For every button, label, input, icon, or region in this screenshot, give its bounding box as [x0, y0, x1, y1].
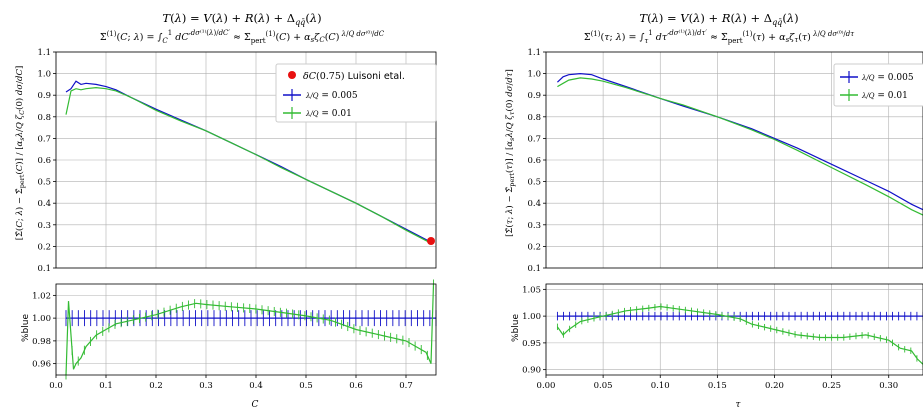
y-tick-label: 1.00 [522, 312, 541, 322]
y-tick-label: 1.0 [527, 70, 541, 80]
legend-label-luisoni: δC(0.75) Luisoni etal. [303, 71, 405, 82]
x-tick-label: 0.25 [822, 381, 841, 391]
right-top-plot-area: 0.1 0.2 0.3 0.4 0.5 0.6 0.7 0.8 0.9 1.0 1.1 [527, 48, 923, 274]
series-line-green [65, 86, 432, 244]
y-tick-label: 0.90 [522, 366, 541, 376]
y-tick-label: 0.95 [522, 339, 541, 349]
y-tick-label: 0.2 [37, 242, 51, 252]
right-legend: λ/Q = 0.005 λ/Q = 0.01 [833, 63, 923, 107]
x-tick-label: 0.1 [99, 381, 113, 391]
y-tick-label: 0.6 [527, 156, 541, 166]
right-title-line2: Σ̄(1)(τ; λ) = ∫τ1 dτ′dσ⁽¹⁾(λ)/dτ′ ≈ Σ̄pe… [584, 28, 854, 45]
y-tick-label: 1.05 [522, 285, 541, 295]
x-tick-label: 0.2 [149, 381, 163, 391]
right-top-ylabel: [Σ̄(τ; λ) − Σ̄pert(τ)] / [αsλ/Q ζτ(0) dσ… [504, 69, 516, 237]
x-tick-label: 0.4 [249, 381, 263, 391]
y-tick-label: 0.4 [37, 199, 51, 209]
right-bottom-xlabel: τ [736, 400, 742, 408]
y-tick-label: 0.3 [527, 221, 541, 231]
y-tick-label: 0.8 [37, 113, 51, 123]
x-tick-label: 0.3 [199, 381, 213, 391]
left-top-ylabel: [Σ̄(C; λ) − Σ̄pert(C)] / [αsλ/Q ζC(0) dσ… [14, 66, 26, 241]
y-tick-label: 1.02 [32, 291, 51, 301]
y-tick-label: 0.9 [37, 91, 51, 101]
y-tick-label: 1.00 [32, 314, 51, 324]
left-legend: δC(0.75) Luisoni etal. λ/Q = 0.005 λ/Q =… [275, 63, 437, 123]
y-tick-label: 0.3 [37, 221, 51, 231]
y-tick-label: 0.1 [527, 264, 541, 274]
left-bottom-ylabel: %blue [21, 314, 31, 342]
left-top-panel: T(λ) = V(λ) + R(λ) + Δqq̄(λ) Σ̄(1)(C; λ)… [14, 11, 437, 274]
y-tick-label: 0.98 [32, 337, 51, 347]
right-bottom-panel: 0.00 0.05 0.10 0.15 0.20 0.25 0.30 0.90 0.95 1.00… [511, 283, 923, 408]
series-line-green [557, 77, 923, 216]
y-tick-label: 0.6 [37, 156, 51, 166]
y-tick-label: 0.4 [527, 199, 541, 209]
x-tick-label: 0.5 [299, 381, 313, 391]
y-tick-label: 1.1 [527, 48, 541, 58]
x-tick-label: 0.15 [708, 381, 727, 391]
legend-label-blue-right: λ/Q = 0.005 [861, 73, 914, 83]
left-bottom-xlabel: C [252, 400, 259, 408]
x-tick-label: 0.05 [594, 381, 613, 391]
x-tick-label: 0.7 [399, 381, 413, 391]
series-line-green [65, 283, 435, 376]
data-point-luisoni [427, 237, 435, 245]
left-title-line1: T(λ) = V(λ) + R(λ) + Δqq̄(λ) [162, 11, 321, 27]
left-title-line2: Σ̄(1)(C; λ) = ∫C1 dC′dσ⁽¹⁾(λ)/dC′ ≈ Σ̄pe… [100, 28, 385, 45]
x-tick-label: 0.6 [349, 381, 363, 391]
legend-label-green-right: λ/Q = 0.01 [861, 91, 908, 101]
x-tick-label: 0.20 [765, 381, 784, 391]
x-tick-label: 0.0 [49, 381, 63, 391]
axes-frame [545, 283, 923, 376]
left-bottom-panel: 0.0 0.1 0.2 0.3 0.4 0.5 0.6 0.7 0.96 0.98 1.00 1.02… [21, 279, 437, 408]
right-bottom-plot-area: 0.00 0.05 0.10 0.15 0.20 0.25 0.30 0.90 0.95 1.00… [522, 283, 923, 391]
legend-label-green: λ/Q = 0.01 [305, 109, 352, 119]
x-tick-label: 0.10 [651, 381, 670, 391]
y-tick-label: 0.96 [32, 360, 51, 370]
right-title-line1: T(λ) = V(λ) + R(λ) + Δqq̄(λ) [639, 11, 798, 27]
right-top-panel: T(λ) = V(λ) + R(λ) + Δqq̄(λ) Σ̄(1)(τ; λ)… [504, 11, 923, 274]
y-tick-label: 0.1 [37, 264, 51, 274]
right-bottom-ylabel: %blue [511, 314, 521, 342]
y-tick-label: 1.1 [37, 48, 51, 58]
x-tick-label: 0.30 [879, 381, 898, 391]
y-tick-label: 0.5 [527, 178, 541, 188]
y-tick-label: 0.7 [527, 134, 541, 144]
y-tick-label: 0.5 [37, 178, 51, 188]
y-tick-label: 0.9 [527, 91, 541, 101]
y-tick-label: 0.7 [37, 134, 51, 144]
left-legend-box [275, 63, 437, 123]
left-bottom-plot-area: 0.0 0.1 0.2 0.3 0.4 0.5 0.6 0.7 0.96 0.98 1.00 1.02 [32, 279, 437, 391]
y-tick-label: 0.2 [527, 242, 541, 252]
y-tick-label: 0.8 [527, 113, 541, 123]
legend-marker-luisoni [288, 71, 296, 79]
legend-label-blue: λ/Q = 0.005 [305, 91, 358, 101]
y-tick-label: 1.0 [37, 70, 51, 80]
axes-frame [55, 283, 437, 376]
x-tick-label: 0.00 [537, 381, 556, 391]
